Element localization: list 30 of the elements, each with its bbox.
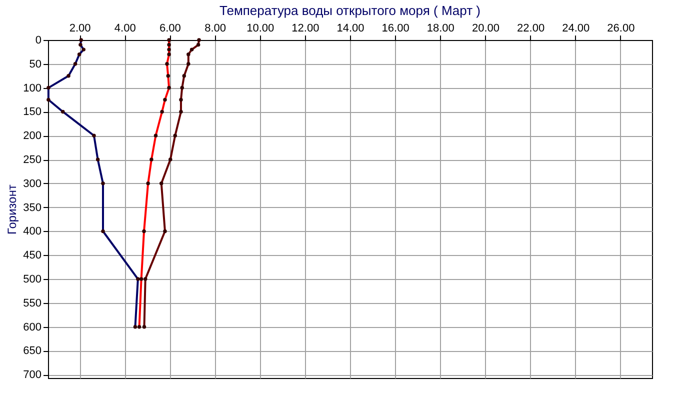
y-tick-label: 350 — [23, 202, 42, 214]
y-tick-label: 100 — [23, 82, 42, 94]
y-tick-label: 500 — [23, 274, 42, 286]
x-tick-label: 20.00 — [472, 22, 500, 34]
y-tick-label: 450 — [23, 250, 42, 262]
y-tick-label: 50 — [29, 58, 42, 70]
y-tick-label: 200 — [23, 130, 42, 142]
y-tick-label: 300 — [23, 178, 42, 190]
x-tick-label: 6.00 — [159, 22, 181, 34]
x-tick-label: 4.00 — [114, 22, 136, 34]
chart-title: Температура воды открытого моря ( Март ) — [220, 3, 480, 18]
y-tick-label: 250 — [23, 154, 42, 166]
x-tick-label: 22.00 — [517, 22, 545, 34]
y-tick-label: 600 — [23, 321, 42, 334]
x-tick-label: 10.00 — [246, 22, 274, 34]
x-tick-label: 2.00 — [69, 22, 91, 34]
y-tick-label: 150 — [23, 106, 42, 118]
x-tick-label: 12.00 — [292, 22, 320, 34]
x-tick-label: 18.00 — [426, 22, 454, 34]
y-tick-label: 0 — [35, 34, 42, 46]
x-tick-label: 14.00 — [336, 22, 364, 34]
y-tick-label: 700 — [23, 369, 42, 382]
x-tick-label: 16.00 — [382, 22, 410, 34]
y-tick-label: 550 — [23, 297, 42, 310]
y-tick-label: 650 — [23, 345, 42, 358]
y-axis-title: Горизонт — [5, 184, 20, 234]
x-tick-label: 26.00 — [607, 22, 635, 34]
y-tick-label: 400 — [23, 226, 42, 238]
x-tick-label: 8.00 — [204, 22, 226, 34]
x-tick-label: 24.00 — [562, 22, 590, 34]
